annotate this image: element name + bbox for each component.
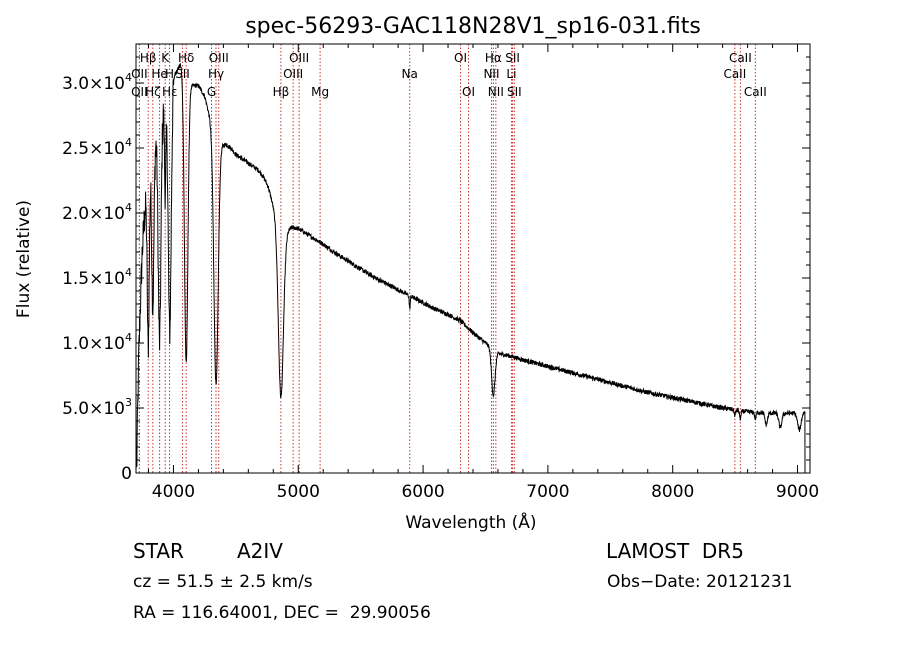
line-label-10: OIII — [209, 51, 229, 65]
y-axis-label: Flux (relative) — [14, 200, 34, 318]
line-label-20: Hα — [485, 51, 502, 65]
line-label-16: Mg — [311, 85, 329, 99]
line-label-14: OIII — [289, 51, 309, 65]
line-label-9: SII — [175, 67, 190, 81]
line-label-12: G — [207, 85, 216, 99]
obs-date-text: Obs−Date: 20121231 — [607, 572, 793, 592]
y-tick-label-15000: 1.5×104 — [62, 266, 132, 289]
x-axis-ticks: 4000 5000 6000 7000 8000 9000 — [147, 44, 819, 502]
x-tick-label-8000: 8000 — [651, 482, 694, 502]
x-tick-label-7000: 7000 — [526, 482, 569, 502]
line-label-5: K — [161, 51, 170, 65]
object-subclass: A2IV — [237, 539, 283, 563]
line-label-6: H — [165, 67, 174, 81]
line-label-1: OII — [131, 67, 148, 81]
line-label-15: OIII — [283, 67, 303, 81]
line-label-21: NII — [483, 67, 499, 81]
line-label-17: Na — [402, 67, 418, 81]
line-label-8: Hδ — [178, 51, 194, 65]
x-tick-label-5000: 5000 — [277, 482, 320, 502]
line-label-7: Hε — [162, 85, 178, 99]
plot-frame — [135, 43, 811, 474]
y-tick-label-20000: 2.0×104 — [62, 201, 132, 224]
y-tick-label-30000: 3.0×104 — [62, 71, 132, 94]
line-label-0: Hβ — [140, 51, 157, 65]
y-tick-label-5000: 5.0×103 — [62, 396, 132, 419]
y-tick-label-25000: 2.5×104 — [62, 136, 132, 159]
spectrum-series — [136, 63, 806, 474]
redshift-text: cz = 51.5 ± 2.5 km/s — [133, 572, 313, 592]
line-label-28: CaII — [744, 85, 767, 99]
y-axis-ticks: 0 5.0×103 1.0×104 1.5×104 2.0×104 2.5×104 3.0×… — [62, 56, 810, 484]
survey-name: LAMOST DR5 — [606, 539, 744, 563]
line-label-13: Hβ — [273, 85, 290, 99]
y-tick-label-10000: 1.0×104 — [62, 331, 132, 354]
x-axis-label: Wavelength (Å) — [405, 511, 536, 533]
coordinates-text: RA = 116.64001, DEC = 29.90056 — [133, 603, 431, 623]
line-label-2: OII — [131, 85, 148, 99]
object-class: STAR — [133, 539, 184, 563]
spectral-line-markers — [138, 44, 756, 473]
line-label-26: CaII — [729, 51, 752, 65]
line-label-11: Hγ — [208, 67, 224, 81]
line-label-24: Li — [506, 67, 516, 81]
line-label-22: NII — [488, 85, 504, 99]
line-label-23: SII — [505, 51, 520, 65]
line-label-27: CaII — [723, 67, 746, 81]
chart-title: spec-56293-GAC118N28V1_sp16-031.fits — [245, 14, 701, 39]
line-label-4: Hζ — [145, 85, 161, 99]
line-label-3: He — [151, 67, 167, 81]
x-tick-label-9000: 9000 — [776, 482, 819, 502]
line-label-25: SII — [507, 85, 522, 99]
x-tick-label-6000: 6000 — [401, 482, 444, 502]
line-label-19: OI — [462, 85, 475, 99]
x-tick-label-4000: 4000 — [152, 482, 195, 502]
y-tick-label-0: 0 — [121, 464, 132, 484]
line-label-18: OI — [454, 51, 467, 65]
